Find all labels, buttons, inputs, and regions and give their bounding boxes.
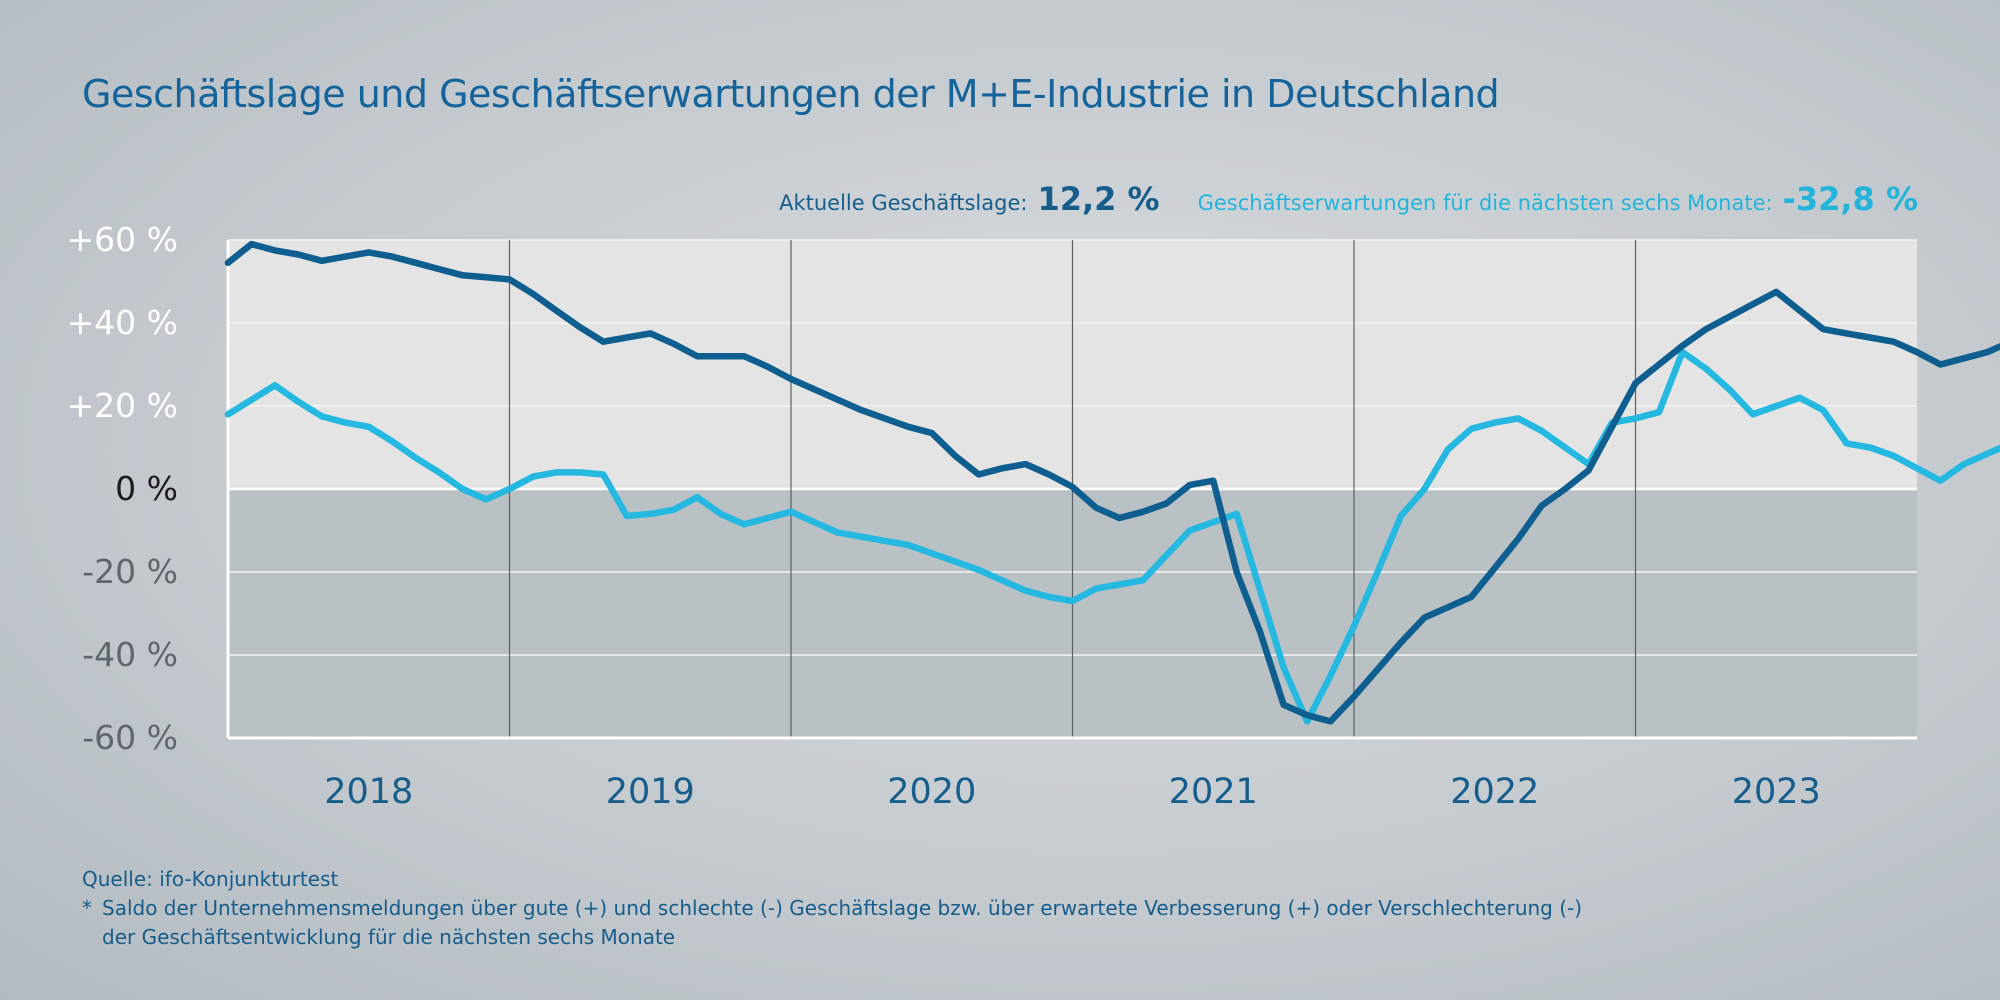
series-line-current [224,240,2000,725]
chart-title: Geschäftslage und Geschäftserwartungen d… [82,72,1500,116]
footnote-text-line1: Saldo der Unternehmensmeldungen über gut… [102,896,1583,920]
kpi-current: Aktuelle Geschäftslage: 12,2 % [779,180,1160,218]
y-tick-label: +20 % [67,386,179,425]
y-tick-label: 0 % [115,469,178,508]
footnote: * Saldo der Unternehmensmeldungen über g… [82,894,1582,923]
series-line-expectations [224,348,2000,725]
kpi-current-value: 12,2 % [1037,180,1160,218]
kpi-current-label: Aktuelle Geschäftslage: [779,191,1028,215]
x-tick-label: 2023 [1732,772,1821,812]
x-tick-label: 2020 [887,772,976,812]
x-tick-label: 2019 [606,772,695,812]
x-tick-label: 2022 [1450,772,1539,812]
footnote-marker: * [82,896,92,920]
footnote-text-line2: der Geschäftsentwicklung für die nächste… [102,925,676,949]
y-tick-label: -40 % [82,635,178,674]
y-tick-label: +40 % [67,303,179,342]
kpi-expectations-label: Geschäftserwartungen für die nächsten se… [1197,191,1773,215]
y-tick-label: -60 % [82,718,178,757]
kpi-expectations-value: -32,8 % [1782,180,1918,218]
y-tick-label: -20 % [82,552,178,591]
footnote-continued: der Geschäftsentwicklung für die nächste… [82,923,1582,952]
y-tick-label: +60 % [67,220,179,259]
footer: Quelle: ifo-Konjunkturtest * Saldo der U… [82,865,1582,952]
source-note: Quelle: ifo-Konjunkturtest [82,867,339,891]
x-tick-label: 2021 [1169,772,1258,812]
kpi-row: Aktuelle Geschäftslage: 12,2 % Geschäfts… [779,180,1918,218]
x-tick-label: 2018 [324,772,413,812]
kpi-expectations: Geschäftserwartungen für die nächsten se… [1198,180,1918,218]
